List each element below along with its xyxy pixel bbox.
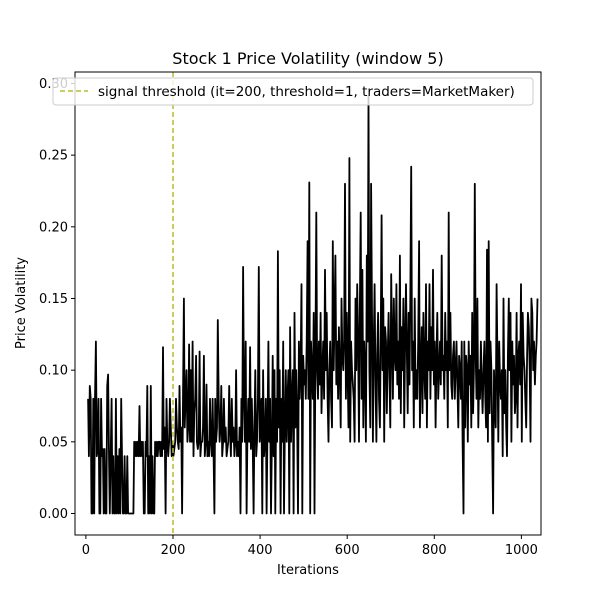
x-tick-label: 400 xyxy=(248,543,273,558)
legend: signal threshold (it=200, threshold=1, t… xyxy=(52,77,534,106)
y-tick-label: 0.05 xyxy=(39,435,68,450)
y-tick-label: 0.15 xyxy=(39,292,68,307)
chart-title: Stock 1 Price Volatility (window 5) xyxy=(172,49,443,68)
series-line xyxy=(87,95,539,515)
x-axis-title: Iterations xyxy=(277,563,339,578)
x-axis: 0 200 400 600 800 1000 xyxy=(82,535,538,558)
plot-area xyxy=(74,71,542,536)
x-tick-label: 1000 xyxy=(505,543,538,558)
x-tick-label: 200 xyxy=(161,543,186,558)
legend-threshold-label: signal threshold (it=200, threshold=1, t… xyxy=(98,84,515,100)
y-tick-label: 0.20 xyxy=(39,220,68,235)
legend-box xyxy=(52,77,534,106)
y-axis-title: Price Volatility xyxy=(14,257,29,349)
y-tick-label: 0.10 xyxy=(39,364,68,379)
y-axis: 0.000.050.100.150.200.250.30 xyxy=(39,77,75,522)
y-tick-label: 0.25 xyxy=(39,149,68,164)
x-tick-label: 0 xyxy=(82,543,90,558)
x-tick-label: 800 xyxy=(422,543,447,558)
y-tick-label: 0.00 xyxy=(39,507,68,522)
axes-frame xyxy=(74,71,542,536)
x-tick-label: 600 xyxy=(335,543,360,558)
